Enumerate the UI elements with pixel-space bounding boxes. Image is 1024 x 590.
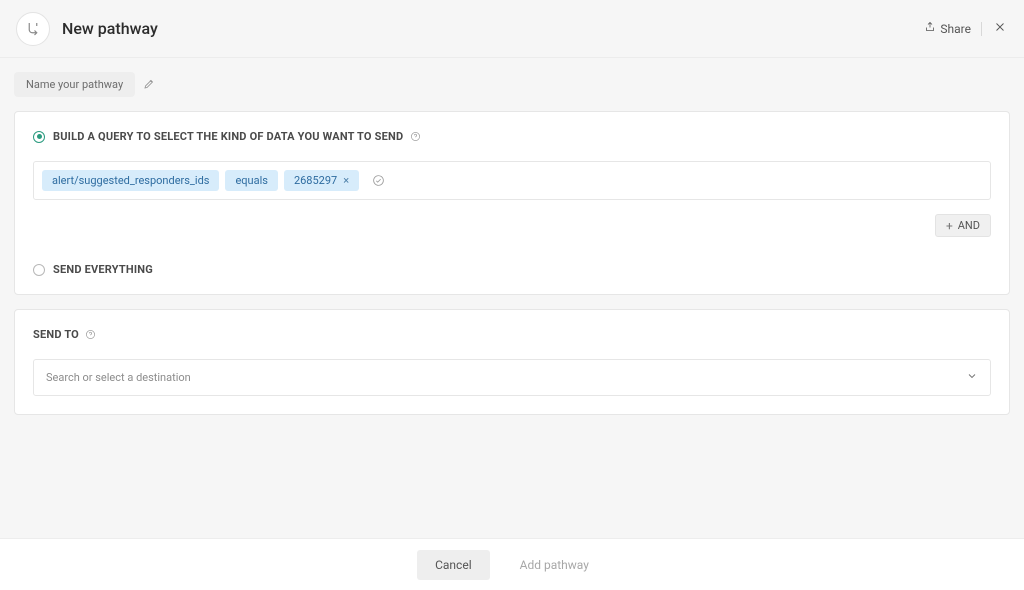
send-everything-label: SEND EVERYTHING [53,263,153,276]
add-and-condition-button[interactable]: + AND [935,214,991,237]
query-operator-label: equals [235,174,267,187]
query-operator-tag[interactable]: equals [225,170,277,191]
and-button-label: AND [958,219,980,232]
close-button[interactable] [992,21,1008,37]
help-icon[interactable] [409,131,421,143]
remove-value-icon[interactable]: × [343,174,349,187]
add-pathway-button[interactable]: Add pathway [502,550,607,580]
cancel-button[interactable]: Cancel [417,550,490,580]
share-button[interactable]: Share [924,21,971,36]
destination-select[interactable]: Search or select a destination [33,359,991,396]
query-field-tag[interactable]: alert/suggested_responders_ids [42,170,219,191]
query-card: BUILD A QUERY TO SELECT THE KIND OF DATA… [14,111,1010,295]
plus-icon: + [946,220,953,232]
radio-selected-icon [33,131,45,143]
footer-bar: Cancel Add pathway [0,538,1024,590]
page-header: New pathway Share [0,0,1024,58]
query-value-label: 2685297 [294,174,337,187]
query-field-label: alert/suggested_responders_ids [52,174,209,187]
share-label: Share [940,22,971,36]
pathway-icon [16,12,50,46]
query-builder-row[interactable]: alert/suggested_responders_ids equals 26… [33,161,991,200]
share-icon [924,21,936,36]
build-query-option[interactable]: BUILD A QUERY TO SELECT THE KIND OF DATA… [33,130,991,143]
send-everything-option[interactable]: SEND EVERYTHING [33,263,991,276]
page-title: New pathway [62,19,158,38]
destination-placeholder: Search or select a destination [46,371,191,384]
pathway-name-input[interactable]: Name your pathway [14,72,135,97]
help-icon[interactable] [85,329,97,341]
close-icon [994,21,1006,36]
edit-name-icon[interactable] [143,75,155,94]
chevron-down-icon [966,370,978,385]
send-to-card: SEND TO Search or select a destination [14,309,1010,415]
confirm-query-icon[interactable] [371,174,385,188]
send-to-heading: SEND TO [33,328,79,341]
query-value-tag[interactable]: 2685297 × [284,170,359,191]
radio-unselected-icon [33,264,45,276]
content-area: Name your pathway BUILD A QUERY TO SELEC… [0,58,1024,443]
build-query-label: BUILD A QUERY TO SELECT THE KIND OF DATA… [53,130,403,143]
divider [981,22,982,36]
